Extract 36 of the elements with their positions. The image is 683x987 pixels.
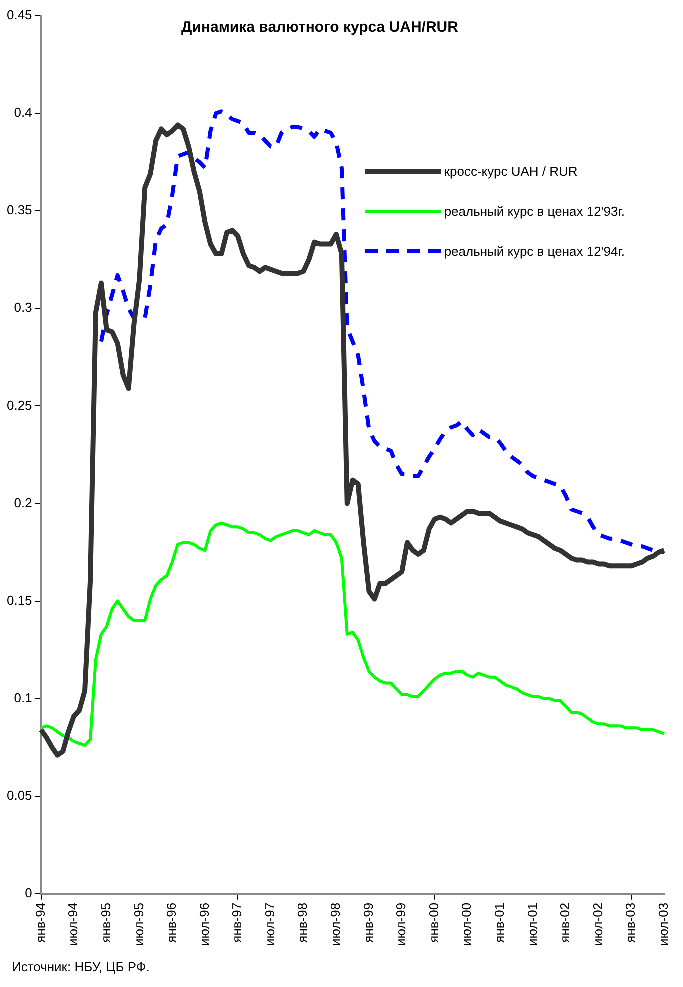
- x-tick-label: янв-96: [164, 902, 180, 943]
- x-tick-label: янв-03: [623, 902, 638, 943]
- text: Источник: НБУ, ЦБ РФ.: [12, 960, 150, 975]
- y-tick-label: 0: [25, 885, 32, 900]
- x-tick-label: июл-96: [196, 902, 212, 946]
- x-tick-label: янв-95: [98, 902, 114, 943]
- y-tick-label: 0.4: [14, 105, 32, 120]
- y-tick-label: 0.15: [6, 592, 32, 608]
- x-tick-label: июл-99: [394, 902, 409, 946]
- x-tick-label: янв-00: [426, 902, 442, 943]
- x-tick-label: янв-01: [492, 902, 508, 943]
- x-tick-label: янв-97: [230, 902, 245, 943]
- y-tick-label: 0.1: [14, 690, 32, 706]
- x-tick-label: янв-02: [558, 902, 573, 943]
- x-tick-label: июл-97: [262, 902, 278, 946]
- chart-title: Динамика валютного курса UAH/RUR: [182, 19, 459, 36]
- legend-label: реальный курс в ценах 12'93г.: [444, 204, 626, 219]
- x-tick-label: июл-00: [459, 902, 474, 946]
- y-tick-label: 0.25: [6, 398, 32, 413]
- x-tick-label: янв-98: [295, 902, 310, 943]
- line-series: [99, 110, 666, 554]
- y-tick-label: 0.05: [6, 788, 32, 803]
- y-tick-label: 0.2: [14, 495, 32, 510]
- x-tick-label: июл-94: [66, 902, 81, 946]
- x-tick-label: июл-01: [524, 902, 540, 946]
- x-tick-label: янв-99: [360, 902, 376, 943]
- x-tick-label: июл-95: [131, 902, 146, 946]
- legend-label: реальный курс в ценах 12'94г.: [444, 244, 626, 259]
- x-tick-label: июл-03: [656, 902, 671, 946]
- legend-label: кросс-курс UAH / RUR: [444, 164, 578, 179]
- y-tick-label: 0.3: [14, 300, 32, 316]
- x-tick-label: июл-02: [590, 902, 606, 946]
- y-tick-label: 0.45: [6, 8, 32, 23]
- x-tick-label: июл-98: [328, 902, 344, 946]
- y-tick-label: 0.35: [6, 202, 32, 218]
- x-tick-label: янв-94: [32, 902, 48, 943]
